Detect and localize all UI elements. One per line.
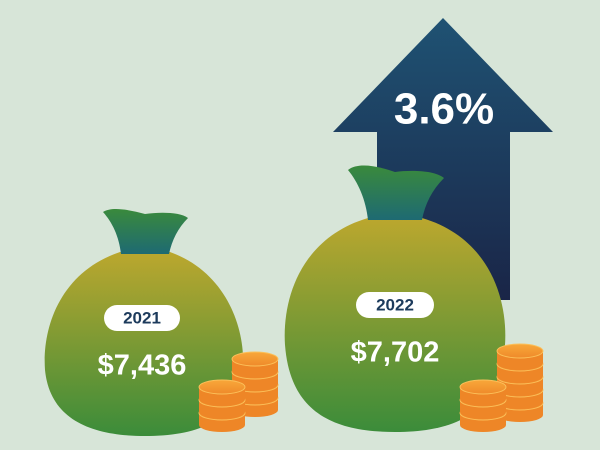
money-bag: [44, 208, 244, 436]
coin-stacks: [198, 343, 544, 432]
year-label: 2022: [376, 295, 414, 314]
coin-edge: [199, 392, 245, 406]
coin-edge: [497, 356, 543, 370]
coin-edge: [460, 392, 506, 406]
coin-top: [459, 379, 507, 395]
bag-body: [284, 218, 506, 432]
coin-edge: [199, 418, 245, 432]
coin-edge: [460, 418, 506, 432]
amount-label: $7,436: [98, 350, 187, 382]
coin-edge: [497, 395, 543, 409]
bag-body: [44, 252, 244, 436]
bag-knot: [348, 165, 444, 220]
bag-knot: [103, 208, 188, 254]
coin-top: [496, 343, 544, 359]
coin-edge: [497, 408, 543, 422]
coin-edge: [497, 382, 543, 396]
year-pill: [356, 292, 434, 318]
coin-edge: [460, 405, 506, 419]
year-pill: [104, 305, 180, 331]
amount-label: $7,702: [351, 337, 440, 369]
money-bag: [284, 165, 506, 432]
coin-edge: [232, 364, 278, 378]
year-label: 2021: [123, 308, 161, 327]
growth-percent: 3.6%: [394, 85, 494, 134]
coin-edge: [199, 405, 245, 419]
coin-top: [231, 351, 279, 367]
coin-top: [198, 379, 246, 395]
coin-edge: [497, 369, 543, 383]
